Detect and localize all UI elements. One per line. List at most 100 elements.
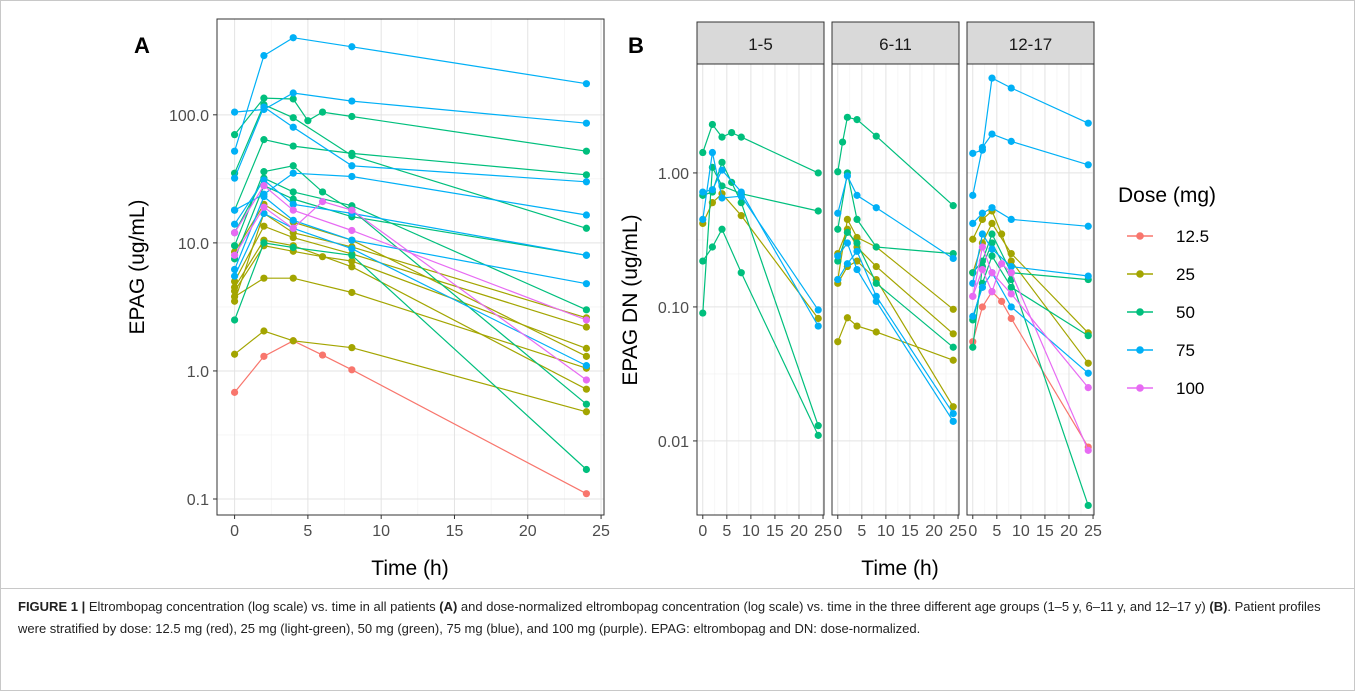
data-point <box>988 74 996 82</box>
data-point <box>718 133 726 141</box>
caption-part: (B) <box>1209 599 1228 614</box>
series-dose-100 <box>969 243 1092 392</box>
legend-entry: 50 <box>1127 303 1195 322</box>
facet-x-ticks: 0 5 10 15 20 25 <box>968 515 1102 540</box>
data-point <box>814 207 822 215</box>
x-tick-label: 10 <box>372 523 390 540</box>
facet-grid <box>697 64 824 515</box>
legend-entry: 75 <box>1127 341 1195 360</box>
data-point <box>853 233 861 242</box>
data-point <box>289 200 297 208</box>
data-point <box>260 239 268 247</box>
series-dose-50 <box>834 113 957 210</box>
data-point <box>318 351 327 359</box>
data-point <box>230 220 239 228</box>
data-point <box>289 34 297 42</box>
y-tick-label: 10.0 <box>178 236 209 253</box>
series-dose-75 <box>230 34 591 155</box>
legend-key-point <box>1136 384 1144 392</box>
facet-border <box>966 63 1095 516</box>
data-point <box>348 206 356 214</box>
data-point <box>718 166 726 174</box>
data-point <box>699 215 707 223</box>
data-point <box>289 337 297 345</box>
x-tick-label: 5 <box>992 523 1001 540</box>
data-point <box>978 303 986 311</box>
facet-12-17: 12-17 0 5 10 15 20 25 <box>966 21 1102 540</box>
data-point <box>978 143 986 152</box>
data-point <box>289 142 297 150</box>
data-point <box>853 265 861 274</box>
data-point <box>737 269 745 277</box>
data-point <box>843 228 851 236</box>
x-tick-label: 20 <box>1060 523 1078 540</box>
data-point <box>582 147 591 155</box>
facet-border <box>696 63 825 516</box>
legend-entry: 12.5 <box>1127 227 1209 246</box>
data-point <box>230 297 239 305</box>
data-point <box>260 352 268 360</box>
data-point <box>348 257 356 265</box>
x-tick-label: 15 <box>901 523 919 540</box>
data-point <box>969 312 977 320</box>
data-point <box>289 216 297 224</box>
facet-6-11: 6-11 0 5 10 15 20 25 <box>831 21 967 540</box>
data-point <box>872 132 880 140</box>
data-point <box>969 149 977 157</box>
panel-a-x-axis-title: Time (h) <box>371 557 448 580</box>
data-point <box>582 362 591 370</box>
data-point <box>582 352 591 360</box>
x-tick-label: 25 <box>1084 523 1102 540</box>
series-dose-75 <box>699 166 822 330</box>
data-point <box>853 322 861 330</box>
data-point <box>260 327 268 335</box>
data-point <box>814 314 822 323</box>
legend-entries: 12.5 25 50 75 100 <box>1127 227 1209 398</box>
data-point <box>230 174 239 182</box>
data-point <box>582 171 591 179</box>
data-point <box>582 306 591 314</box>
data-point <box>318 188 327 196</box>
data-point <box>814 431 822 439</box>
data-point <box>1007 250 1015 258</box>
panel-a-axis-ticks: 0 5 10 15 20 25 0.1 1.0 10.0 100.0 <box>169 108 610 540</box>
data-point <box>949 343 957 351</box>
data-point <box>582 224 591 232</box>
data-point <box>838 138 847 146</box>
data-point <box>289 95 297 103</box>
data-point <box>949 254 957 263</box>
panel-b-y-axis-title: EPAG DN (ug/mL) <box>619 214 642 385</box>
data-point <box>843 172 851 180</box>
x-tick-label: 10 <box>742 523 760 540</box>
data-point <box>708 243 716 251</box>
series-dose-75 <box>969 230 1092 287</box>
legend-entry: 100 <box>1127 379 1204 398</box>
caption-text: Eltrombopag concentration (log scale) vs… <box>18 599 1321 636</box>
data-point <box>853 247 861 255</box>
panel-a-series <box>230 34 591 498</box>
data-point <box>699 188 707 196</box>
data-point <box>843 215 851 223</box>
x-tick-label: 15 <box>446 523 464 540</box>
data-point <box>718 158 726 166</box>
legend-entry-label: 12.5 <box>1176 227 1209 246</box>
data-point <box>260 103 268 111</box>
data-point <box>969 219 977 228</box>
series-dose-50 <box>834 228 957 351</box>
series-dose-50 <box>230 162 591 408</box>
data-point <box>289 89 297 97</box>
data-point <box>969 292 977 300</box>
x-tick-label: 20 <box>790 523 808 540</box>
series-line <box>234 245 587 349</box>
data-point <box>843 260 851 268</box>
data-point <box>737 212 745 220</box>
facet-strip-label: 12-17 <box>1009 35 1052 54</box>
data-point <box>834 257 842 265</box>
data-point <box>1007 290 1015 298</box>
data-point <box>582 323 591 331</box>
data-point <box>230 251 239 259</box>
x-tick-label: 0 <box>698 523 707 540</box>
series-dose-50 <box>699 225 822 439</box>
data-point <box>348 236 356 244</box>
